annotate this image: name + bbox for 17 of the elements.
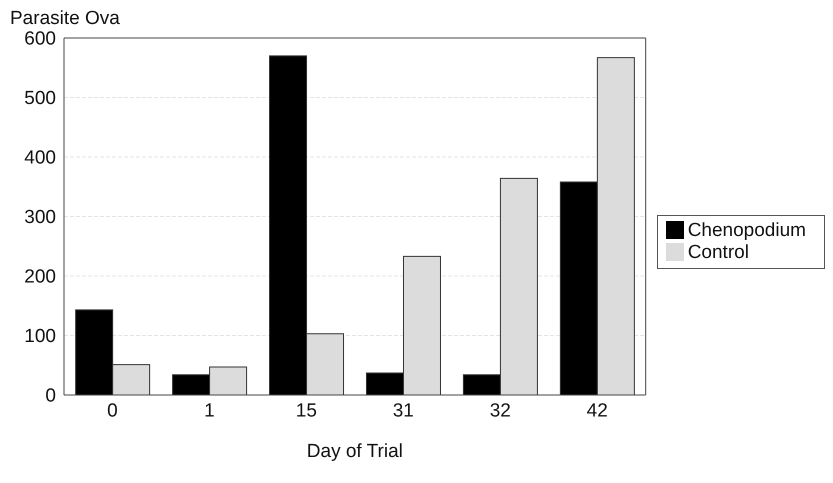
x-tick-label: 15: [296, 400, 317, 422]
y-axis-title: Parasite Ova: [10, 8, 120, 30]
legend-label: Chenopodium: [688, 220, 806, 240]
y-tick-label: 600: [24, 28, 56, 50]
x-tick-label: 42: [586, 400, 608, 422]
legend-label: Control: [688, 242, 749, 262]
y-tick-label: 400: [24, 148, 56, 169]
x-tick-label: 1: [204, 400, 215, 422]
y-tick-label: 200: [24, 266, 56, 288]
y-tick-label: 100: [24, 326, 56, 348]
x-tick-label: 31: [392, 400, 414, 422]
x-tick-label: 0: [107, 400, 118, 422]
y-tick-label: 300: [24, 207, 56, 228]
x-tick-label: 32: [490, 400, 511, 422]
y-tick-label: 0: [45, 386, 56, 407]
x-axis-title: Day of Trial: [306, 441, 403, 462]
y-tick-label: 500: [24, 88, 56, 110]
